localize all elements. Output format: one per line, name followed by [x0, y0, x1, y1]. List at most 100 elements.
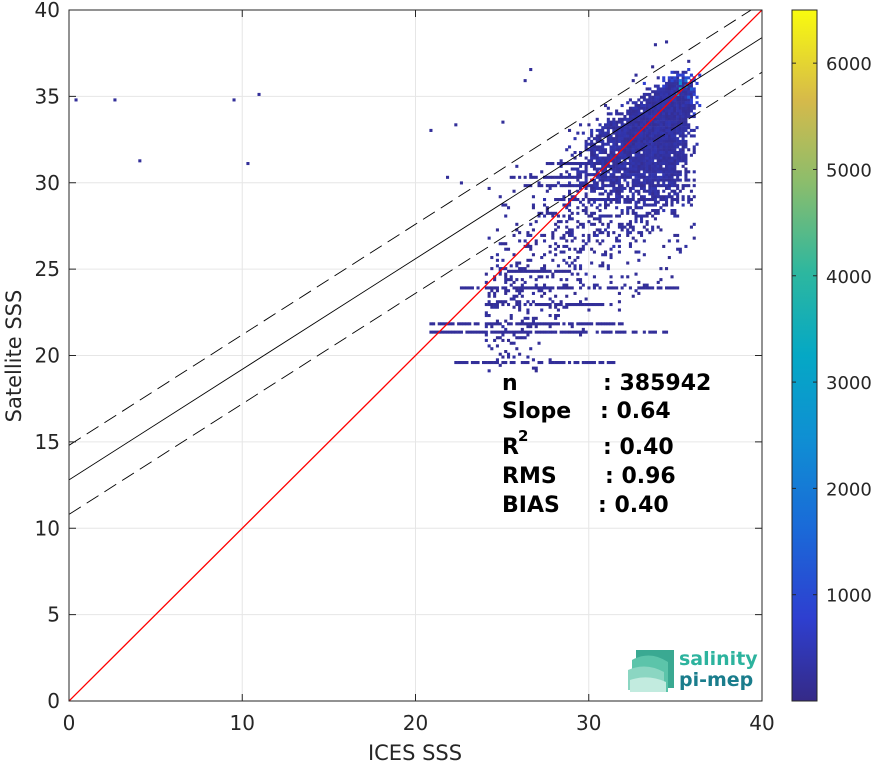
fit-line-regression-upper	[69, 10, 753, 446]
density-cell	[656, 181, 660, 185]
density-cell	[665, 134, 669, 138]
density-cell	[595, 148, 599, 152]
density-cell	[687, 170, 691, 174]
density-cell	[623, 142, 627, 146]
density-cell	[684, 70, 688, 74]
density-cell	[543, 264, 547, 268]
density-cell	[509, 330, 513, 334]
density-cell	[495, 286, 499, 290]
density-cell	[634, 153, 638, 157]
density-cell	[642, 98, 646, 102]
density-cell	[612, 120, 616, 124]
density-cell	[448, 322, 452, 326]
density-cell	[673, 112, 677, 116]
density-cell	[576, 206, 580, 210]
density-cell	[645, 126, 649, 130]
density-cell	[601, 148, 605, 152]
density-cell	[559, 162, 563, 166]
density-cell	[493, 286, 497, 290]
density-cell	[659, 95, 663, 99]
density-cell	[634, 189, 638, 193]
density-cell	[612, 231, 616, 235]
density-cell	[687, 200, 691, 204]
density-cell	[631, 106, 635, 110]
density-cell	[592, 156, 596, 160]
density-cell	[673, 164, 677, 168]
density-cell	[665, 92, 669, 96]
density-cell	[504, 247, 508, 251]
density-cell	[579, 300, 583, 304]
density-cell	[645, 117, 649, 121]
density-cell	[515, 322, 519, 326]
density-cell	[601, 134, 605, 138]
density-cell	[681, 151, 685, 155]
density-cell	[601, 184, 605, 188]
density-cell	[615, 178, 619, 182]
density-cell	[459, 286, 463, 290]
density-cell	[534, 239, 538, 243]
density-cell	[662, 104, 666, 108]
density-cell	[590, 303, 594, 307]
density-cell	[634, 272, 638, 276]
density-cell	[617, 300, 621, 304]
density-cell	[667, 131, 671, 135]
density-cell	[581, 184, 585, 188]
density-cell	[651, 139, 655, 143]
density-cell	[667, 151, 671, 155]
density-cell	[518, 286, 522, 290]
density-cell	[512, 294, 516, 298]
density-cell	[587, 184, 591, 188]
density-cell	[459, 330, 463, 334]
density-cell	[579, 151, 583, 155]
density-cell	[515, 261, 519, 265]
density-cell	[620, 126, 624, 130]
density-cell	[548, 322, 552, 326]
density-cell	[648, 128, 652, 132]
density-cell	[606, 131, 610, 135]
density-cell	[570, 286, 574, 290]
density-cell	[540, 294, 544, 298]
density-cell	[579, 173, 583, 177]
density-cell	[692, 148, 696, 152]
density-cell	[656, 151, 660, 155]
density-cell	[498, 336, 502, 340]
density-cell	[626, 120, 630, 124]
density-cell	[623, 175, 627, 179]
density-cell	[515, 228, 519, 232]
density-cell	[653, 156, 657, 160]
density-cell	[637, 98, 641, 102]
density-cell	[634, 156, 638, 160]
density-cell	[556, 220, 560, 224]
density-cell	[590, 162, 594, 166]
density-cell	[628, 206, 632, 210]
density-cell	[684, 92, 688, 96]
density-cell	[545, 175, 549, 179]
density-cell	[554, 303, 558, 307]
density-cell	[484, 325, 488, 329]
density-cell	[579, 175, 583, 179]
density-cell	[609, 148, 613, 152]
density-cell	[659, 101, 663, 105]
density-cell	[684, 173, 688, 177]
density-cell	[548, 314, 552, 318]
density-cell	[432, 322, 436, 326]
density-cell	[592, 211, 596, 215]
density-cell	[531, 228, 535, 232]
density-cell	[540, 267, 544, 271]
density-cell	[595, 134, 599, 138]
density-cell	[518, 239, 522, 243]
density-cell	[540, 170, 544, 174]
density-cell	[609, 189, 613, 193]
density-cell	[637, 192, 641, 196]
density-cell	[617, 134, 621, 138]
density-cell	[609, 151, 613, 155]
density-cell	[665, 90, 669, 94]
density-cell	[595, 181, 599, 185]
density-cell	[642, 128, 646, 132]
density-cell	[545, 269, 549, 273]
density-cell	[590, 247, 594, 251]
density-cell	[673, 115, 677, 119]
density-cell	[615, 198, 619, 202]
density-cell	[468, 330, 472, 334]
density-cell	[606, 203, 610, 207]
